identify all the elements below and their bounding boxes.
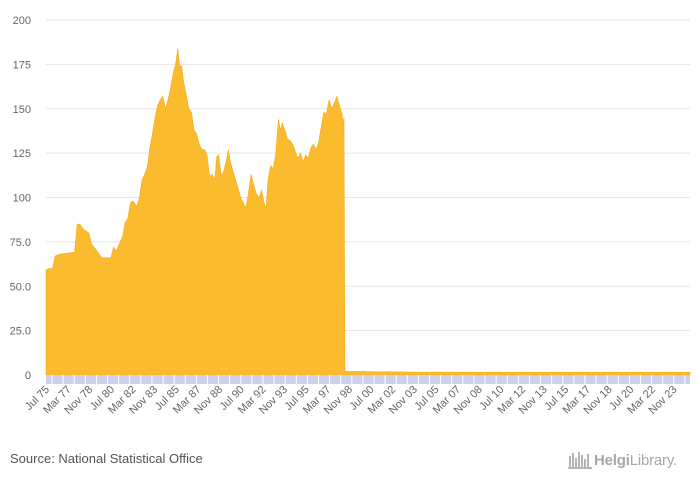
x-axis-band <box>46 375 690 384</box>
chart-area: 0 25.0 50.0 75.0 100 125 150 175 200 Jul 75 Mar 77… <box>10 15 691 417</box>
y-tick-label: 200 <box>13 15 31 27</box>
bookshelf-icon <box>568 452 592 469</box>
series-area <box>45 48 691 376</box>
y-tick-label: 50.0 <box>10 281 31 293</box>
y-tick-label: 175 <box>13 59 31 71</box>
y-tick-label: 100 <box>13 193 31 205</box>
y-tick-label: 75.0 <box>10 237 31 249</box>
y-tick-label: 150 <box>13 104 31 116</box>
source-note: Source: National Statistical Office <box>10 451 203 466</box>
y-tick-label: 0 <box>25 370 31 382</box>
y-tick-label: 25.0 <box>10 326 31 338</box>
helgi-library-logo: HelgiLibrary. <box>568 449 677 471</box>
logo-text: HelgiLibrary. <box>594 451 677 469</box>
y-tick-label: 125 <box>13 148 31 160</box>
